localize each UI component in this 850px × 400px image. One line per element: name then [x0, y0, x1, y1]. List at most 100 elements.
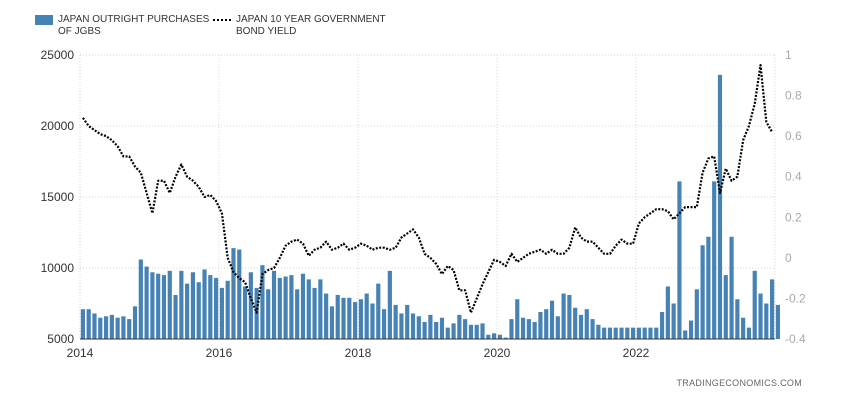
purchases-bar — [752, 270, 757, 339]
purchases-bar — [353, 302, 358, 339]
y-left-tick-label: 15000 — [41, 190, 75, 204]
purchases-bar — [648, 327, 653, 339]
purchases-bar — [555, 316, 560, 339]
purchases-bar — [688, 320, 694, 339]
purchases-bar — [231, 248, 236, 339]
y-right-tick-label: 0 — [785, 251, 792, 265]
purchases-bar — [161, 275, 167, 339]
purchases-bar — [735, 299, 740, 339]
purchases-bar — [694, 289, 699, 339]
y-left-tick-label: 20000 — [41, 119, 75, 133]
purchases-bar — [712, 181, 717, 339]
purchases-bar — [185, 283, 190, 339]
purchases-bar — [376, 283, 381, 339]
y-right-tick-label: 0.8 — [785, 89, 802, 103]
purchases-bar — [775, 304, 780, 339]
purchases-bar — [590, 319, 595, 339]
legend-label-purchases-line1: JAPAN OUTRIGHT PURCHASES — [58, 14, 210, 25]
y-left-tick-label: 5000 — [47, 332, 74, 346]
purchases-bar — [109, 314, 114, 339]
purchases-bar — [561, 293, 566, 339]
purchases-bar — [156, 273, 161, 339]
legend-swatch-purchases — [35, 15, 53, 25]
purchases-bar — [492, 333, 497, 339]
purchases-bar — [549, 300, 555, 339]
y-left-tick-label: 25000 — [41, 48, 75, 62]
purchases-bar — [347, 297, 352, 339]
purchases-bar — [179, 270, 184, 339]
purchases-bar — [717, 74, 723, 339]
purchases-bar — [428, 314, 433, 339]
source-label: TRADINGECONOMICS.COM — [676, 378, 802, 388]
purchases-bar — [636, 327, 641, 339]
purchases-bar — [150, 272, 155, 339]
purchases-bar — [665, 286, 670, 339]
y-left-tick-label: 10000 — [41, 261, 75, 275]
purchases-bar — [671, 303, 676, 339]
purchases-bar — [544, 309, 549, 339]
purchases-bar — [451, 323, 456, 339]
purchases-bar — [723, 275, 728, 339]
purchases-bar — [190, 272, 196, 339]
purchases-bar — [306, 279, 311, 339]
purchases-bar — [381, 309, 387, 339]
legend: JAPAN OUTRIGHT PURCHASES OF JGBS JAPAN 1… — [35, 14, 386, 37]
purchases-bar — [260, 265, 265, 339]
purchases-bar — [127, 319, 132, 339]
purchases-bar — [584, 309, 589, 339]
purchases-bar — [283, 276, 288, 339]
purchases-bar — [764, 303, 769, 339]
purchases-bar — [509, 319, 514, 339]
purchases-bar — [196, 282, 201, 339]
purchases-bar — [596, 324, 601, 339]
purchases-bar — [416, 316, 421, 339]
purchases-bar — [92, 313, 97, 339]
y-right-tick-label: 1 — [785, 48, 792, 62]
purchases-bar — [405, 304, 410, 339]
purchases-bar — [457, 314, 462, 339]
purchases-bar — [677, 181, 682, 339]
legend-label-yield-line2: BOND YIELD — [236, 26, 296, 37]
x-tick-label: 2014 — [67, 346, 94, 360]
purchases-bar — [318, 279, 323, 339]
purchases-bar — [121, 316, 126, 339]
purchases-bar — [138, 259, 143, 339]
purchases-bar — [144, 266, 149, 339]
purchases-bar — [503, 337, 508, 339]
purchases-bar — [80, 309, 85, 339]
y-right-tick-label: 0.2 — [785, 210, 802, 224]
purchases-bar — [399, 313, 404, 339]
purchases-bar — [602, 327, 607, 339]
purchases-bar — [219, 287, 224, 339]
purchases-bar — [370, 303, 375, 339]
legend-label-purchases-line2: OF JGBS — [58, 26, 101, 37]
x-tick-label: 2022 — [623, 346, 650, 360]
purchases-bar — [538, 312, 543, 339]
purchases-bar — [242, 286, 248, 339]
purchases-bar — [526, 319, 531, 339]
purchases-bar — [387, 270, 392, 339]
purchases-bar — [497, 334, 502, 339]
x-tick-label: 2018 — [345, 346, 372, 360]
purchases-bar — [463, 319, 468, 339]
purchases-bar — [86, 309, 91, 339]
x-tick-label: 2016 — [206, 346, 233, 360]
purchases-bar — [468, 324, 474, 339]
purchases-bar — [532, 321, 537, 339]
purchases-bar — [237, 249, 242, 339]
gridlines — [79, 54, 776, 340]
purchases-bar — [480, 323, 485, 339]
purchases-bar — [341, 297, 346, 339]
purchases-bar — [741, 317, 746, 339]
purchases-bar — [266, 289, 271, 339]
purchases-bars — [80, 74, 780, 339]
purchases-bar — [271, 270, 277, 339]
y-right-tick-label: -0.2 — [785, 291, 806, 305]
axes: 5000 10000 15000 20000 25000 -0.4 -0.2 0 0.2 0.4 0… — [41, 48, 806, 360]
purchases-bar — [631, 327, 636, 339]
purchases-bar — [607, 327, 613, 339]
purchases-bar — [115, 317, 120, 339]
purchases-bar — [439, 317, 445, 339]
purchases-bar — [393, 304, 398, 339]
purchases-bar — [520, 317, 526, 339]
